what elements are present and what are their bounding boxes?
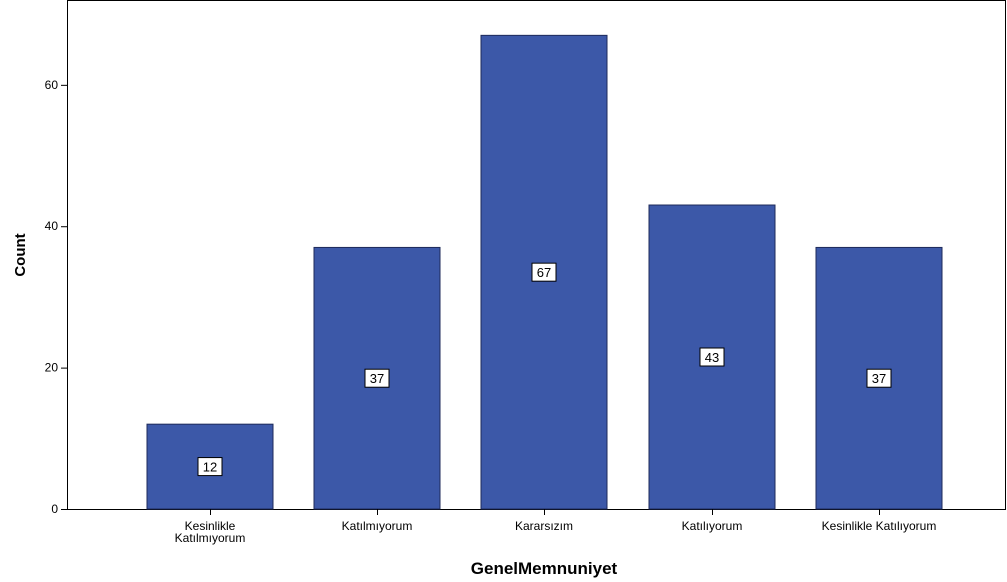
data-label-box (699, 347, 725, 367)
x-axis-title: GenelMemnuniyet (471, 559, 618, 578)
x-tick-label-line: Kararsızım (515, 519, 573, 533)
x-tick-label-line: Kesinlikle (185, 519, 236, 533)
data-label: 37 (370, 371, 384, 386)
y-axis-title: Count (12, 233, 29, 276)
y-tick-label: 40 (45, 219, 59, 233)
data-labels-group: 12 37 67 43 37 (197, 262, 892, 477)
x-tick-label-line: Katılıyorum (682, 519, 743, 533)
x-tick-label-line: Kesinlikle Katılıyorum (822, 519, 937, 533)
y-tick-label: 20 (45, 361, 59, 375)
y-tick-label: 0 (51, 502, 58, 516)
y-axis: 0 20 40 60 (45, 78, 67, 516)
x-tick-label: Kesinlikle Katılıyorum (822, 519, 937, 533)
data-label-box (197, 457, 223, 477)
data-label: 12 (203, 460, 217, 475)
y-tick-label: 60 (45, 78, 59, 92)
x-tick-label: Kesinlikle Katılmıyorum (175, 519, 246, 545)
data-label: 37 (872, 371, 886, 386)
x-tick-label: Kararsızım (515, 519, 573, 533)
data-label-box (364, 368, 390, 388)
data-label: 67 (537, 265, 551, 280)
data-label-box (866, 368, 892, 388)
data-label-box (531, 262, 557, 282)
data-label: 43 (705, 350, 719, 365)
x-tick-label-line: Katılmıyorum (175, 531, 246, 545)
x-tick-label: Katılıyorum (682, 519, 743, 533)
x-tick-label-line: Katılmıyorum (342, 519, 413, 533)
x-tick-label: Katılmıyorum (342, 519, 413, 533)
